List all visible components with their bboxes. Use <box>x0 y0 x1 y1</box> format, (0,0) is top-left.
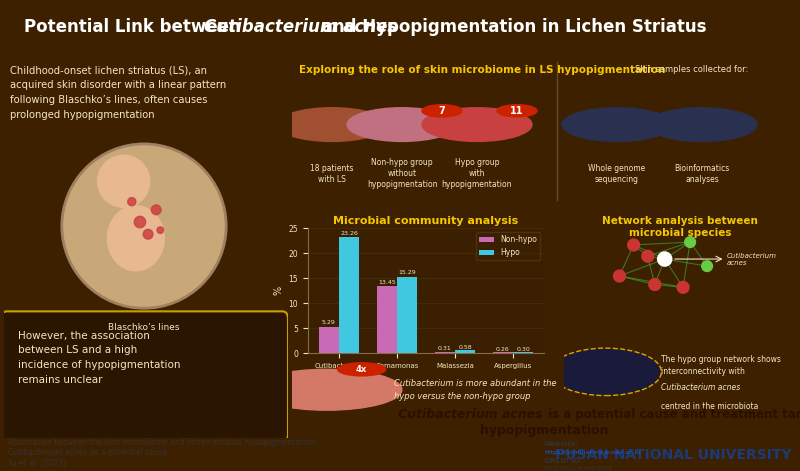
Circle shape <box>642 250 654 262</box>
Circle shape <box>658 252 672 266</box>
Text: 4x: 4x <box>356 365 367 374</box>
Circle shape <box>277 108 387 141</box>
Text: Cutibacterium is more abundant in the
hypo versus the non-hypo group: Cutibacterium is more abundant in the hy… <box>394 379 556 400</box>
Circle shape <box>134 216 146 227</box>
Text: However, the association
between LS and a high
incidence of hypopigmentation
rem: However, the association between LS and … <box>18 331 181 385</box>
Circle shape <box>98 155 150 207</box>
Text: Hypo group
with
hypopigmentation: Hypo group with hypopigmentation <box>442 158 512 189</box>
Bar <box>455 350 475 353</box>
Text: 0.26: 0.26 <box>496 347 510 352</box>
Circle shape <box>677 281 689 293</box>
Text: Bioinformatics
analyses: Bioinformatics analyses <box>674 163 730 184</box>
Bar <box>434 352 455 353</box>
Y-axis label: %: % <box>273 286 283 295</box>
Circle shape <box>649 278 661 291</box>
Text: The hypo group network shows
interconnectivity with: The hypo group network shows interconnec… <box>662 355 782 376</box>
Text: Blaschko’s lines: Blaschko’s lines <box>108 323 180 332</box>
Bar <box>493 352 513 353</box>
Text: hypopigmentation: hypopigmentation <box>480 424 608 437</box>
Circle shape <box>552 349 659 395</box>
Text: and Hypopigmentation in Lichen Striatus: and Hypopigmentation in Lichen Striatus <box>316 18 706 36</box>
Text: Exploring the role of skin microbiome in LS hypopigmentation: Exploring the role of skin microbiome in… <box>299 65 665 75</box>
Text: Website:: Website: <box>544 441 579 447</box>
Bar <box>397 277 418 353</box>
Bar <box>377 286 397 353</box>
Text: Microbial community analysis: Microbial community analysis <box>334 216 518 226</box>
Text: 18 patients
with LS: 18 patients with LS <box>310 163 354 184</box>
Circle shape <box>338 363 386 376</box>
Bar <box>513 352 534 353</box>
Text: 7: 7 <box>438 106 446 116</box>
Text: 5.29: 5.29 <box>322 320 336 325</box>
Text: Cutibacterium
acnes: Cutibacterium acnes <box>727 252 777 266</box>
Circle shape <box>62 145 226 308</box>
Circle shape <box>702 261 713 271</box>
Text: 0.30: 0.30 <box>516 347 530 351</box>
Text: Cutibacterium acnes: Cutibacterium acnes <box>398 408 542 421</box>
Circle shape <box>143 229 153 239</box>
Text: is a potential cause and treatment target of LS hypopigmentation: is a potential cause and treatment targe… <box>544 408 800 421</box>
Circle shape <box>128 198 136 206</box>
Circle shape <box>422 105 462 117</box>
Text: centred in the microbiota: centred in the microbiota <box>662 401 759 411</box>
Text: 11: 11 <box>510 106 524 116</box>
Circle shape <box>422 108 532 141</box>
Circle shape <box>157 227 163 234</box>
Text: PUSAN NATIONAL UNIVERSITY: PUSAN NATIONAL UNIVERSITY <box>555 447 792 462</box>
Circle shape <box>628 239 639 251</box>
Text: 0.31: 0.31 <box>438 347 452 351</box>
Circle shape <box>685 237 695 247</box>
Text: Cutibacterium acnes: Cutibacterium acnes <box>204 18 398 36</box>
Circle shape <box>497 105 537 117</box>
Circle shape <box>151 205 161 215</box>
Text: Non-hypo group
without
hypopigmentation: Non-hypo group without hypopigmentation <box>366 158 438 189</box>
Circle shape <box>347 108 457 141</box>
Text: 0.58: 0.58 <box>458 345 472 350</box>
FancyBboxPatch shape <box>1 311 288 442</box>
Text: Network analysis between
microbial species: Network analysis between microbial speci… <box>602 216 758 238</box>
Text: Potential Link between: Potential Link between <box>24 18 246 36</box>
Text: 15.29: 15.29 <box>398 270 416 276</box>
Text: ORCID ID:: ORCID ID: <box>544 458 582 464</box>
Ellipse shape <box>107 206 164 271</box>
Text: Childhood-onset lichen striatus (LS), an
acquired skin disorder with a linear pa: Childhood-onset lichen striatus (LS), an… <box>10 65 226 120</box>
Legend: Non-hypo, Hypo: Non-hypo, Hypo <box>476 232 540 260</box>
Text: Skin samples collected for:: Skin samples collected for: <box>635 65 749 74</box>
Text: Association between the skin microbiome and lichen striatus hypopigmentation:
Cu: Association between the skin microbiome … <box>8 438 318 468</box>
Circle shape <box>252 369 402 410</box>
Circle shape <box>647 108 757 141</box>
Text: 23.26: 23.26 <box>340 231 358 236</box>
Bar <box>318 327 339 353</box>
Text: Whole genome
sequencing: Whole genome sequencing <box>588 163 646 184</box>
Text: Cutibacterium acnes: Cutibacterium acnes <box>662 383 741 392</box>
Circle shape <box>614 270 626 282</box>
Bar <box>339 237 359 353</box>
Text: 13.45: 13.45 <box>378 280 396 284</box>
Text: 0000-0002-9746-8068: 0000-0002-9746-8068 <box>544 466 614 471</box>
Circle shape <box>562 108 672 141</box>
Text: https://ysminakins.pusan.ac.kr: https://ysminakins.pusan.ac.kr <box>544 450 641 455</box>
